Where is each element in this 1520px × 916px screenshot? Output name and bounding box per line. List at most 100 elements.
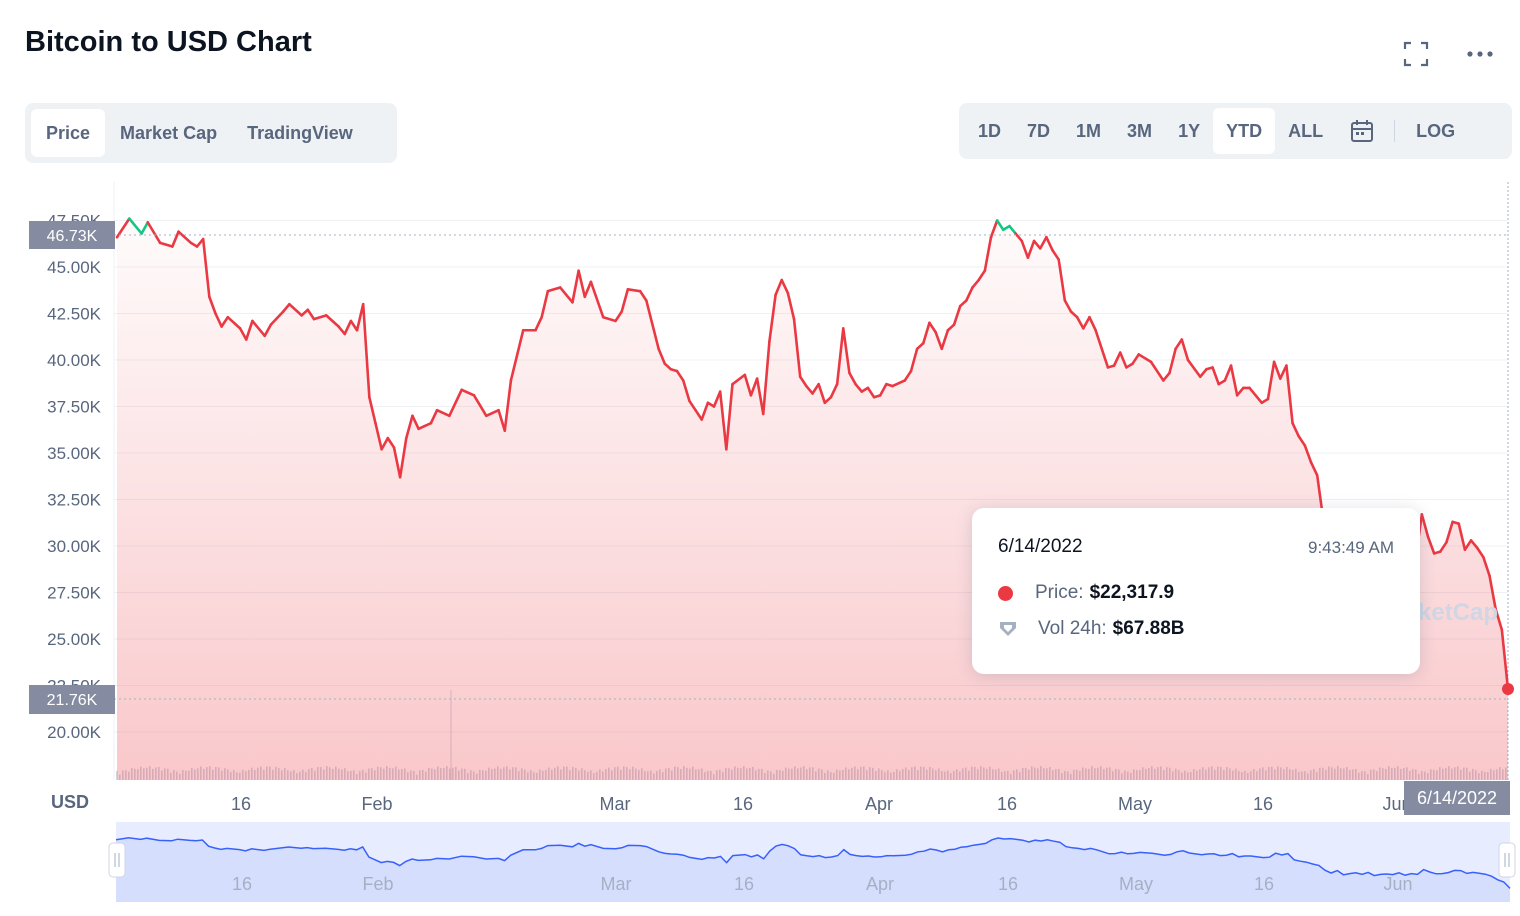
calendar-button[interactable]: [1336, 108, 1386, 154]
price-line-segment: [798, 375, 808, 388]
x-tick-label: 16: [1253, 794, 1273, 814]
y-tick-label: 40.00K: [47, 351, 102, 370]
price-line-segment: [626, 288, 642, 293]
x-tick-label: May: [1118, 794, 1152, 814]
price-area: [117, 218, 1508, 781]
price-line-segment: [1149, 360, 1165, 382]
navigator-tick-label: May: [1119, 874, 1153, 894]
price-line-segment: [1266, 360, 1276, 401]
price-line-segment: [1137, 353, 1153, 364]
price-line-segment: [823, 395, 833, 405]
price-line-segment: [718, 390, 728, 451]
price-line-segment: [540, 289, 550, 319]
price-line-segment: [140, 221, 150, 235]
price-line-segment: [1457, 522, 1467, 552]
price-line-segment: [201, 237, 211, 299]
price-line-segment: [115, 217, 131, 239]
tooltip-volume-row: Vol 24h: $67.88B: [998, 618, 1394, 640]
price-line-segment: [1420, 513, 1430, 539]
y-tick-label: 35.00K: [47, 444, 102, 463]
tooltip-volume-value: $67.88B: [1112, 618, 1185, 639]
navigator-left-handle[interactable]: [108, 842, 126, 878]
range-1m[interactable]: 1M: [1076, 120, 1102, 141]
price-line-segment: [220, 315, 230, 328]
price-line-segment: [589, 280, 605, 319]
fullscreen-button[interactable]: [1398, 36, 1434, 72]
price-line-segment: [1285, 364, 1294, 425]
range-all[interactable]: ALL: [1288, 120, 1324, 141]
navigator-right-handle[interactable]: [1498, 842, 1516, 878]
price-line-segment: [1475, 546, 1485, 559]
price-line-segment: [1297, 434, 1307, 447]
price-line-segment: [780, 278, 790, 295]
price-line-segment: [1082, 315, 1091, 330]
time-range-selector: 1D 7D 1M 3M 1Y YTD ALL LOG: [959, 103, 1512, 159]
price-line-segment: [829, 382, 839, 399]
navigator-line: [115, 837, 1511, 889]
price-line-segment: [226, 315, 242, 330]
range-navigator[interactable]: 16 Feb Mar 16 Apr 16 May 16 Jun: [108, 822, 1516, 902]
volume-bar: [116, 770, 118, 780]
price-line-segment: [343, 319, 353, 336]
x-tick-label: Apr: [865, 794, 893, 814]
tab-price[interactable]: Price: [31, 109, 106, 157]
open-price-label-box: [29, 221, 115, 249]
price-line-segment: [774, 278, 784, 297]
chart-type-tabs: Price Market Cap TradingView: [25, 103, 397, 163]
price-line-segment: [1272, 360, 1282, 380]
price-line-segment: [835, 327, 845, 386]
price-line-segment: [995, 219, 1005, 232]
price-line-segment: [731, 373, 747, 386]
price-line-segment: [404, 414, 414, 440]
price-line-segment: [1291, 421, 1301, 438]
price-line-segment: [411, 414, 420, 431]
range-7d[interactable]: 7D: [1027, 120, 1051, 141]
price-line-segment: [915, 341, 925, 351]
price-line-segment: [675, 369, 685, 382]
tooltip-volume-label: Vol 24h:: [1038, 618, 1107, 639]
range-1y[interactable]: 1Y: [1178, 120, 1201, 141]
price-line-segment: [1038, 235, 1048, 250]
price-line-segment: [448, 388, 463, 418]
more-options-button[interactable]: [1462, 36, 1498, 72]
price-line-segment: [614, 310, 623, 323]
y-tick-label: 25.00K: [47, 630, 102, 649]
price-line-segment: [177, 230, 193, 245]
price-line-segment: [761, 340, 771, 416]
price-line-segment: [497, 408, 507, 432]
price-line-segment: [306, 308, 316, 321]
price-line-segment: [694, 408, 704, 421]
price-line-segment: [971, 278, 980, 289]
price-line-segment: [749, 377, 759, 397]
price-line-segment: [1014, 232, 1024, 243]
current-date-label: 6/14/2022: [1417, 788, 1497, 808]
range-ytd[interactable]: YTD: [1213, 108, 1276, 154]
tab-market-cap[interactable]: Market Cap: [120, 122, 218, 143]
x-tick-label: 16: [997, 794, 1017, 814]
range-3m[interactable]: 3M: [1127, 120, 1153, 141]
price-line-segment: [355, 302, 365, 332]
price-line-segment: [854, 382, 864, 393]
navigator-tick-label: 16: [998, 874, 1018, 894]
price-line-segment: [1438, 540, 1448, 553]
price-line-segment: [1445, 520, 1454, 544]
price-line-segment: [1463, 539, 1473, 552]
price-line-segment: [841, 327, 851, 375]
navigator-tick-label: Mar: [601, 874, 632, 894]
price-line-segment: [1174, 338, 1184, 351]
x-tick-label: 16: [733, 794, 753, 814]
price-line-segment: [503, 379, 513, 432]
price-line-segment: [805, 384, 814, 395]
price-line-segment: [878, 382, 888, 397]
watermark-text: ketCap: [1418, 599, 1498, 626]
price-line-segment: [946, 323, 956, 332]
price-line-segment: [1020, 239, 1030, 260]
range-1d[interactable]: 1D: [978, 120, 1002, 141]
price-line-segment: [934, 330, 944, 351]
log-scale-toggle[interactable]: LOG: [1416, 120, 1456, 141]
y-tick-label: 42.50K: [47, 305, 102, 324]
tab-tradingview[interactable]: TradingView: [247, 122, 353, 143]
price-line-segment: [337, 325, 347, 336]
navigator-tick-label: Jun: [1383, 874, 1412, 894]
